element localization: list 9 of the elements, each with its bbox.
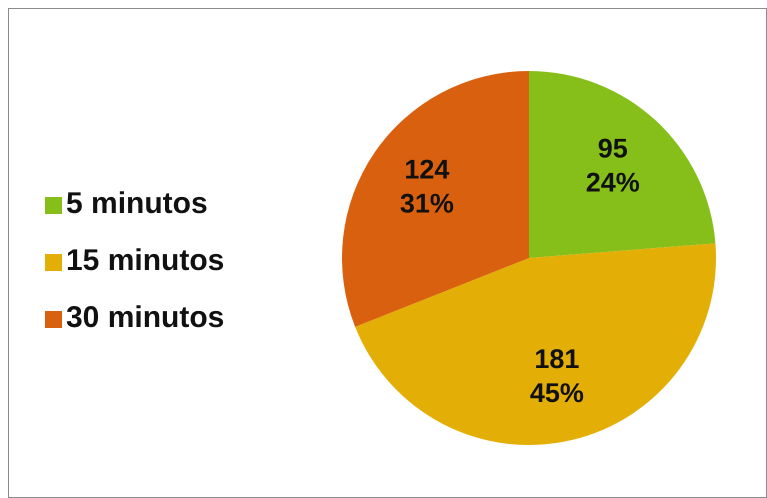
data-label: 181 45% bbox=[530, 344, 584, 408]
legend-label: 30 minutos bbox=[66, 300, 224, 334]
data-label: 95 24% bbox=[586, 133, 640, 198]
data-label: 124 31% bbox=[400, 154, 454, 219]
pie-slice bbox=[342, 71, 529, 327]
pie-slice bbox=[529, 71, 716, 258]
legend-label: 15 minutos bbox=[66, 244, 224, 277]
pie-slice bbox=[355, 243, 716, 445]
legend-label: 5 minutos bbox=[66, 186, 208, 220]
